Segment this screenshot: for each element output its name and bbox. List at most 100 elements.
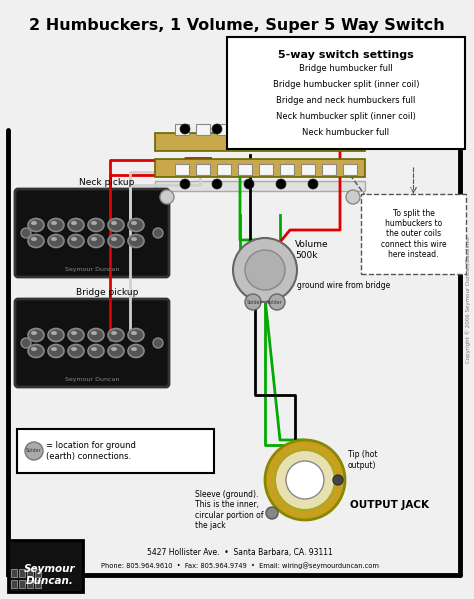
FancyBboxPatch shape [17,429,214,473]
Text: Volume
500k: Volume 500k [295,240,328,260]
Ellipse shape [68,328,84,341]
Bar [322,124,336,135]
Bar [322,164,336,175]
Circle shape [308,124,318,134]
Bar [259,124,273,135]
Ellipse shape [91,237,97,241]
Circle shape [153,338,163,348]
Bar [155,159,365,177]
FancyBboxPatch shape [15,189,169,277]
Bar [19,569,25,577]
FancyBboxPatch shape [227,37,465,149]
Circle shape [180,179,190,189]
Circle shape [233,238,297,302]
Text: Neck humbucker full: Neck humbucker full [302,128,390,137]
Ellipse shape [88,234,104,247]
Circle shape [21,228,31,238]
Circle shape [333,475,343,485]
Bar [27,569,33,577]
Bar [8,540,83,592]
Ellipse shape [91,331,97,335]
Circle shape [346,190,360,204]
Bar [196,124,210,135]
Circle shape [276,124,286,134]
Ellipse shape [128,234,144,247]
Ellipse shape [128,219,144,231]
FancyBboxPatch shape [15,299,169,387]
Ellipse shape [51,237,57,241]
Text: 5-way switch settings: 5-way switch settings [278,50,414,60]
Ellipse shape [128,328,144,341]
Bar [155,133,365,151]
Circle shape [265,440,345,520]
Ellipse shape [68,234,84,247]
Text: ground wire from bridge: ground wire from bridge [297,282,390,291]
Text: Solder: Solder [26,449,42,453]
Circle shape [21,338,31,348]
Text: Tip (hot
output): Tip (hot output) [348,450,377,470]
Text: = location for ground
(earth) connections.: = location for ground (earth) connection… [46,441,136,461]
Bar [343,164,357,175]
Ellipse shape [131,237,137,241]
Ellipse shape [28,344,44,358]
Circle shape [266,507,278,519]
Text: Phone: 805.964.9610  •  Fax: 805.964.9749  •  Email: wiring@seymourduncan.com: Phone: 805.964.9610 • Fax: 805.964.9749 … [101,562,379,570]
Ellipse shape [48,344,64,358]
Bar [155,181,365,191]
Circle shape [180,124,190,134]
Ellipse shape [48,328,64,341]
Ellipse shape [71,237,77,241]
Text: Seymour Duncan: Seymour Duncan [65,377,119,382]
Circle shape [160,190,174,204]
Ellipse shape [71,331,77,335]
Text: Neck pickup: Neck pickup [79,178,135,187]
Circle shape [245,250,285,290]
Circle shape [212,124,222,134]
Ellipse shape [31,331,37,335]
Bar [11,569,17,577]
Text: Bridge humbucker split (inner coil): Bridge humbucker split (inner coil) [273,80,419,89]
Text: Bridge pickup: Bridge pickup [76,288,138,297]
Bar [19,580,25,588]
Bar [238,124,252,135]
Text: Copyright © 2006 Seymour Duncan/Basslines: Copyright © 2006 Seymour Duncan/Bassline… [465,237,471,364]
Ellipse shape [88,328,104,341]
Ellipse shape [111,221,117,225]
Circle shape [308,179,318,189]
Bar [27,580,33,588]
Text: OUTPUT JACK: OUTPUT JACK [350,500,429,510]
Text: Solder: Solder [267,300,283,304]
Ellipse shape [88,219,104,231]
Ellipse shape [88,344,104,358]
Ellipse shape [28,219,44,231]
Circle shape [244,179,254,189]
Circle shape [276,179,286,189]
Ellipse shape [48,234,64,247]
Circle shape [25,442,43,460]
Text: To split the
humbuckers to
the outer coils
connect this wire
here instead.: To split the humbuckers to the outer coi… [381,208,447,259]
Ellipse shape [31,237,37,241]
Ellipse shape [71,347,77,351]
Ellipse shape [111,237,117,241]
Ellipse shape [51,331,57,335]
Bar [35,569,41,577]
Bar [175,124,189,135]
Ellipse shape [131,221,137,225]
Bar [35,580,41,588]
Bar [301,124,315,135]
Ellipse shape [91,347,97,351]
Text: Seymour Duncan: Seymour Duncan [65,267,119,272]
Circle shape [153,228,163,238]
Text: 5427 Hollister Ave.  •  Santa Barbara, CA. 93111: 5427 Hollister Ave. • Santa Barbara, CA.… [147,549,333,558]
Bar [11,580,17,588]
Bar [175,164,189,175]
Ellipse shape [31,347,37,351]
FancyBboxPatch shape [361,194,466,274]
Bar [196,164,210,175]
Text: Seymour
Duncan.: Seymour Duncan. [24,564,76,586]
Ellipse shape [131,331,137,335]
Bar [238,164,252,175]
Circle shape [269,294,285,310]
Text: Bridge humbucker full: Bridge humbucker full [299,64,393,73]
Circle shape [244,124,254,134]
